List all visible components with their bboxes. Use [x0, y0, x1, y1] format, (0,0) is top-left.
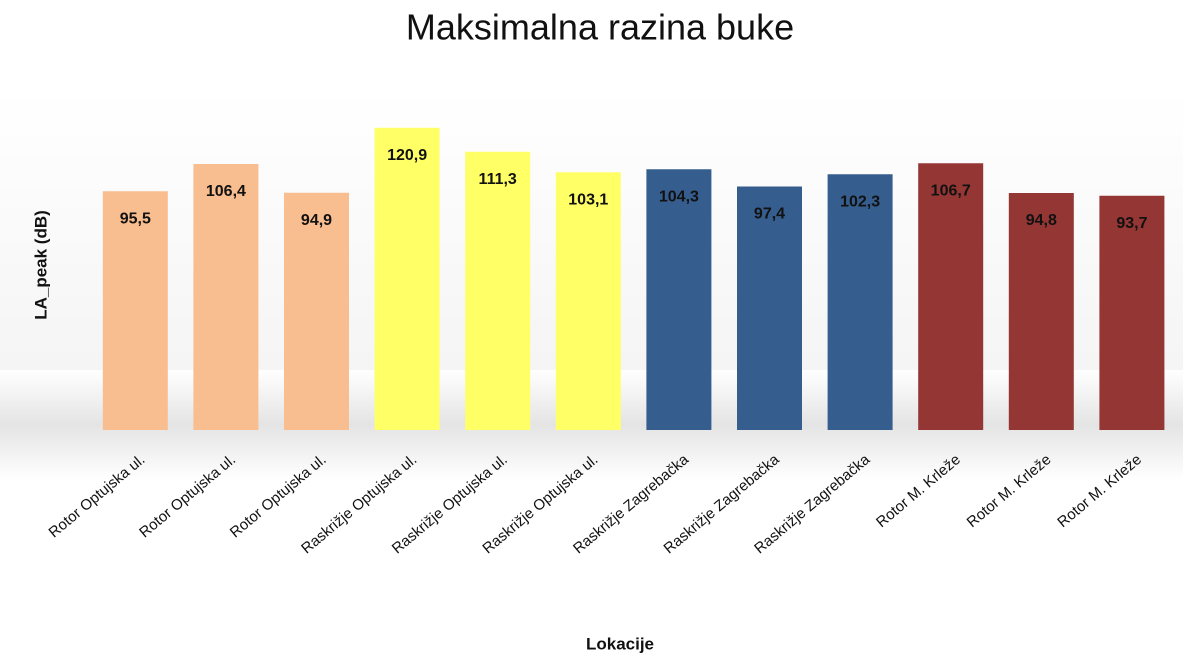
- bar: [284, 192, 349, 430]
- value-label: 111,3: [479, 171, 517, 188]
- value-label: 102,3: [840, 193, 880, 210]
- value-label: 93,7: [1116, 215, 1147, 232]
- x-axis-label: Lokacije: [586, 634, 654, 653]
- y-axis-label: LA_peak (dB): [31, 210, 50, 320]
- bar: [555, 172, 621, 430]
- bar: [1099, 195, 1165, 430]
- value-label: 94,8: [1026, 212, 1057, 229]
- bar: [827, 174, 893, 430]
- bar: [374, 127, 440, 430]
- value-label: 94,9: [301, 212, 332, 229]
- bar: [1008, 193, 1074, 430]
- bar: [102, 191, 168, 430]
- bar: [646, 169, 712, 430]
- bar: [737, 186, 802, 430]
- bar: [193, 164, 259, 430]
- value-label: 104,3: [659, 188, 699, 205]
- value-label: 120,9: [387, 147, 427, 164]
- bar: [465, 151, 531, 430]
- value-label: 103,1: [568, 191, 608, 208]
- value-label: 95,5: [120, 210, 151, 227]
- bar: [918, 163, 984, 430]
- value-label: 97,4: [754, 206, 785, 223]
- chart-title: Maksimalna razina buke: [406, 7, 794, 48]
- value-label: 106,7: [931, 182, 971, 199]
- value-label: 106,4: [206, 183, 246, 200]
